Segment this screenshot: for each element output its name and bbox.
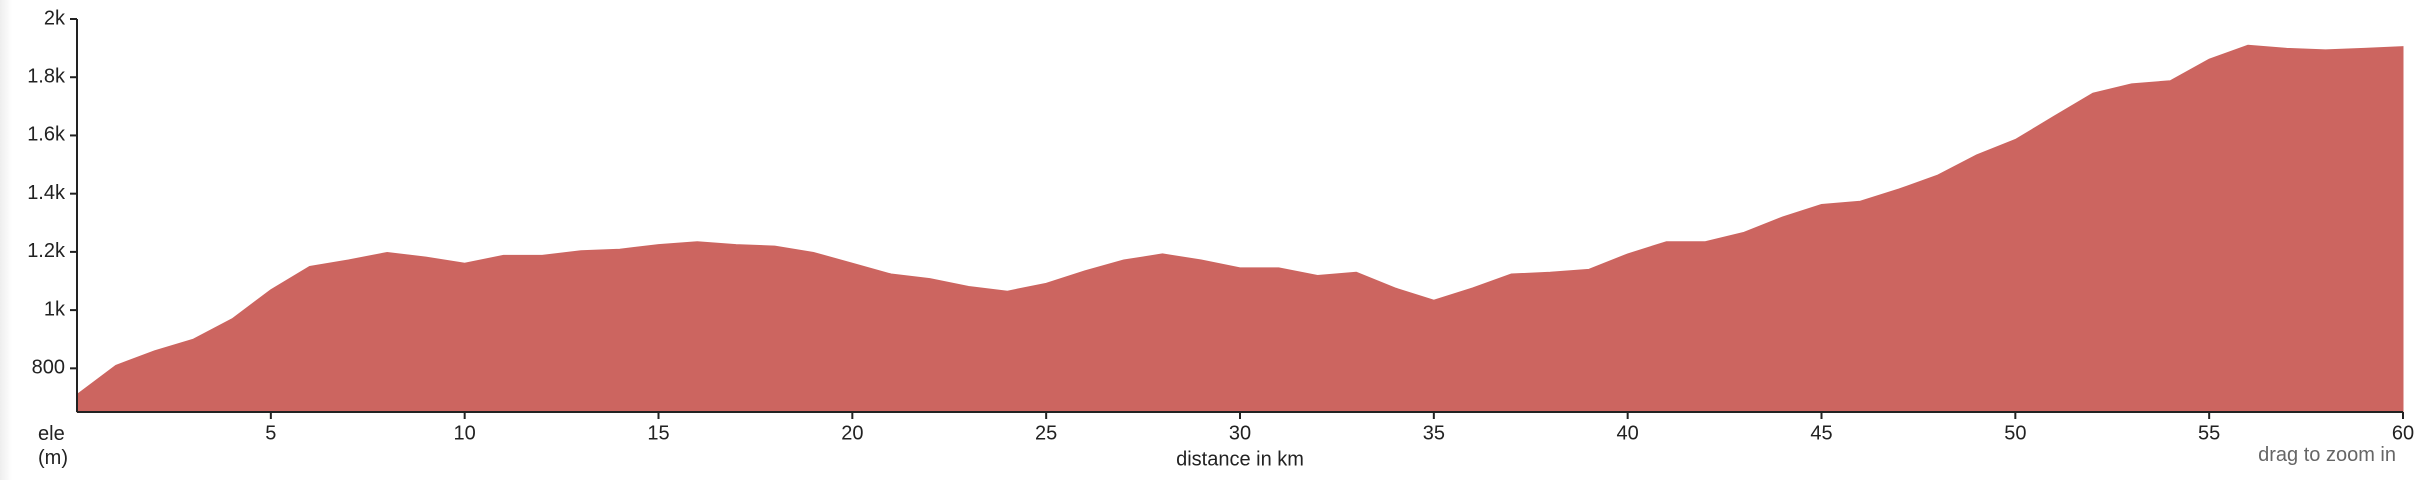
x-tick-label: 40 bbox=[1617, 422, 1639, 444]
annotation: drag to zoom in bbox=[2258, 444, 2396, 466]
y-tick-label: 2k bbox=[44, 7, 66, 29]
x-tick-label: 5 bbox=[265, 422, 276, 444]
y-tick-label: 1.4k bbox=[27, 182, 66, 204]
x-tick-label: 15 bbox=[647, 422, 669, 444]
x-tick-label: 25 bbox=[1035, 422, 1057, 444]
y-tick-label: 1k bbox=[44, 298, 66, 320]
y-axis-label: ele (m) bbox=[38, 423, 68, 469]
x-tick-label: 10 bbox=[454, 422, 476, 444]
x-tick-label: 30 bbox=[1229, 422, 1251, 444]
x-tick-label: 20 bbox=[841, 422, 863, 444]
x-tick-label: 60 bbox=[2392, 422, 2414, 444]
y-tick-label: 1.2k bbox=[27, 240, 66, 262]
y-tick-label: 1.6k bbox=[27, 124, 66, 146]
elevation-area bbox=[76, 44, 2404, 413]
x-tick-label: 45 bbox=[1810, 422, 1832, 444]
x-tick-label: 55 bbox=[2198, 422, 2220, 444]
x-tick-label: 35 bbox=[1423, 422, 1445, 444]
edge-shade bbox=[0, 0, 12, 480]
y-tick-label: 800 bbox=[32, 357, 65, 379]
y-tick-label: 1.8k bbox=[27, 66, 66, 88]
x-axis-label: distance in km bbox=[1176, 448, 1304, 470]
x-tick-label: 50 bbox=[2004, 422, 2026, 444]
